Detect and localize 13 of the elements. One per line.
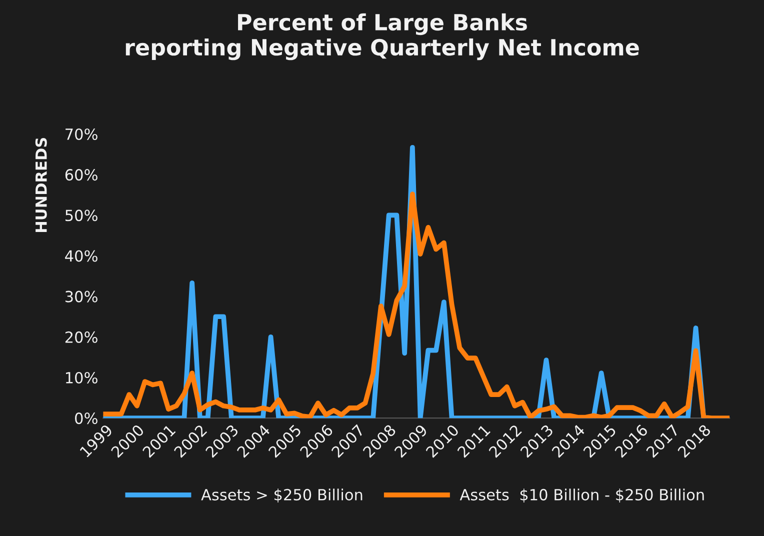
y-tick-label: 0% xyxy=(75,412,98,424)
y-tick-label: 60% xyxy=(65,169,98,181)
legend-label: Assets > $250 Billion xyxy=(201,488,362,502)
legend-label: Assets $10 Billion - $250 Billion xyxy=(460,488,704,502)
y-tick-label: 70% xyxy=(66,128,98,140)
y-tick-label: 50% xyxy=(66,210,98,222)
y-tick-label: 30% xyxy=(65,290,98,302)
y-tick-label: 40% xyxy=(65,250,98,262)
y-axis-title: HUNDREDS xyxy=(35,138,47,232)
y-tick-label: 10% xyxy=(66,372,98,384)
chart-title: Percent of Large Banks reporting Negative Quarterly Net Income xyxy=(126,13,639,60)
line-series xyxy=(103,192,730,418)
y-tick-label: 20% xyxy=(65,331,98,343)
